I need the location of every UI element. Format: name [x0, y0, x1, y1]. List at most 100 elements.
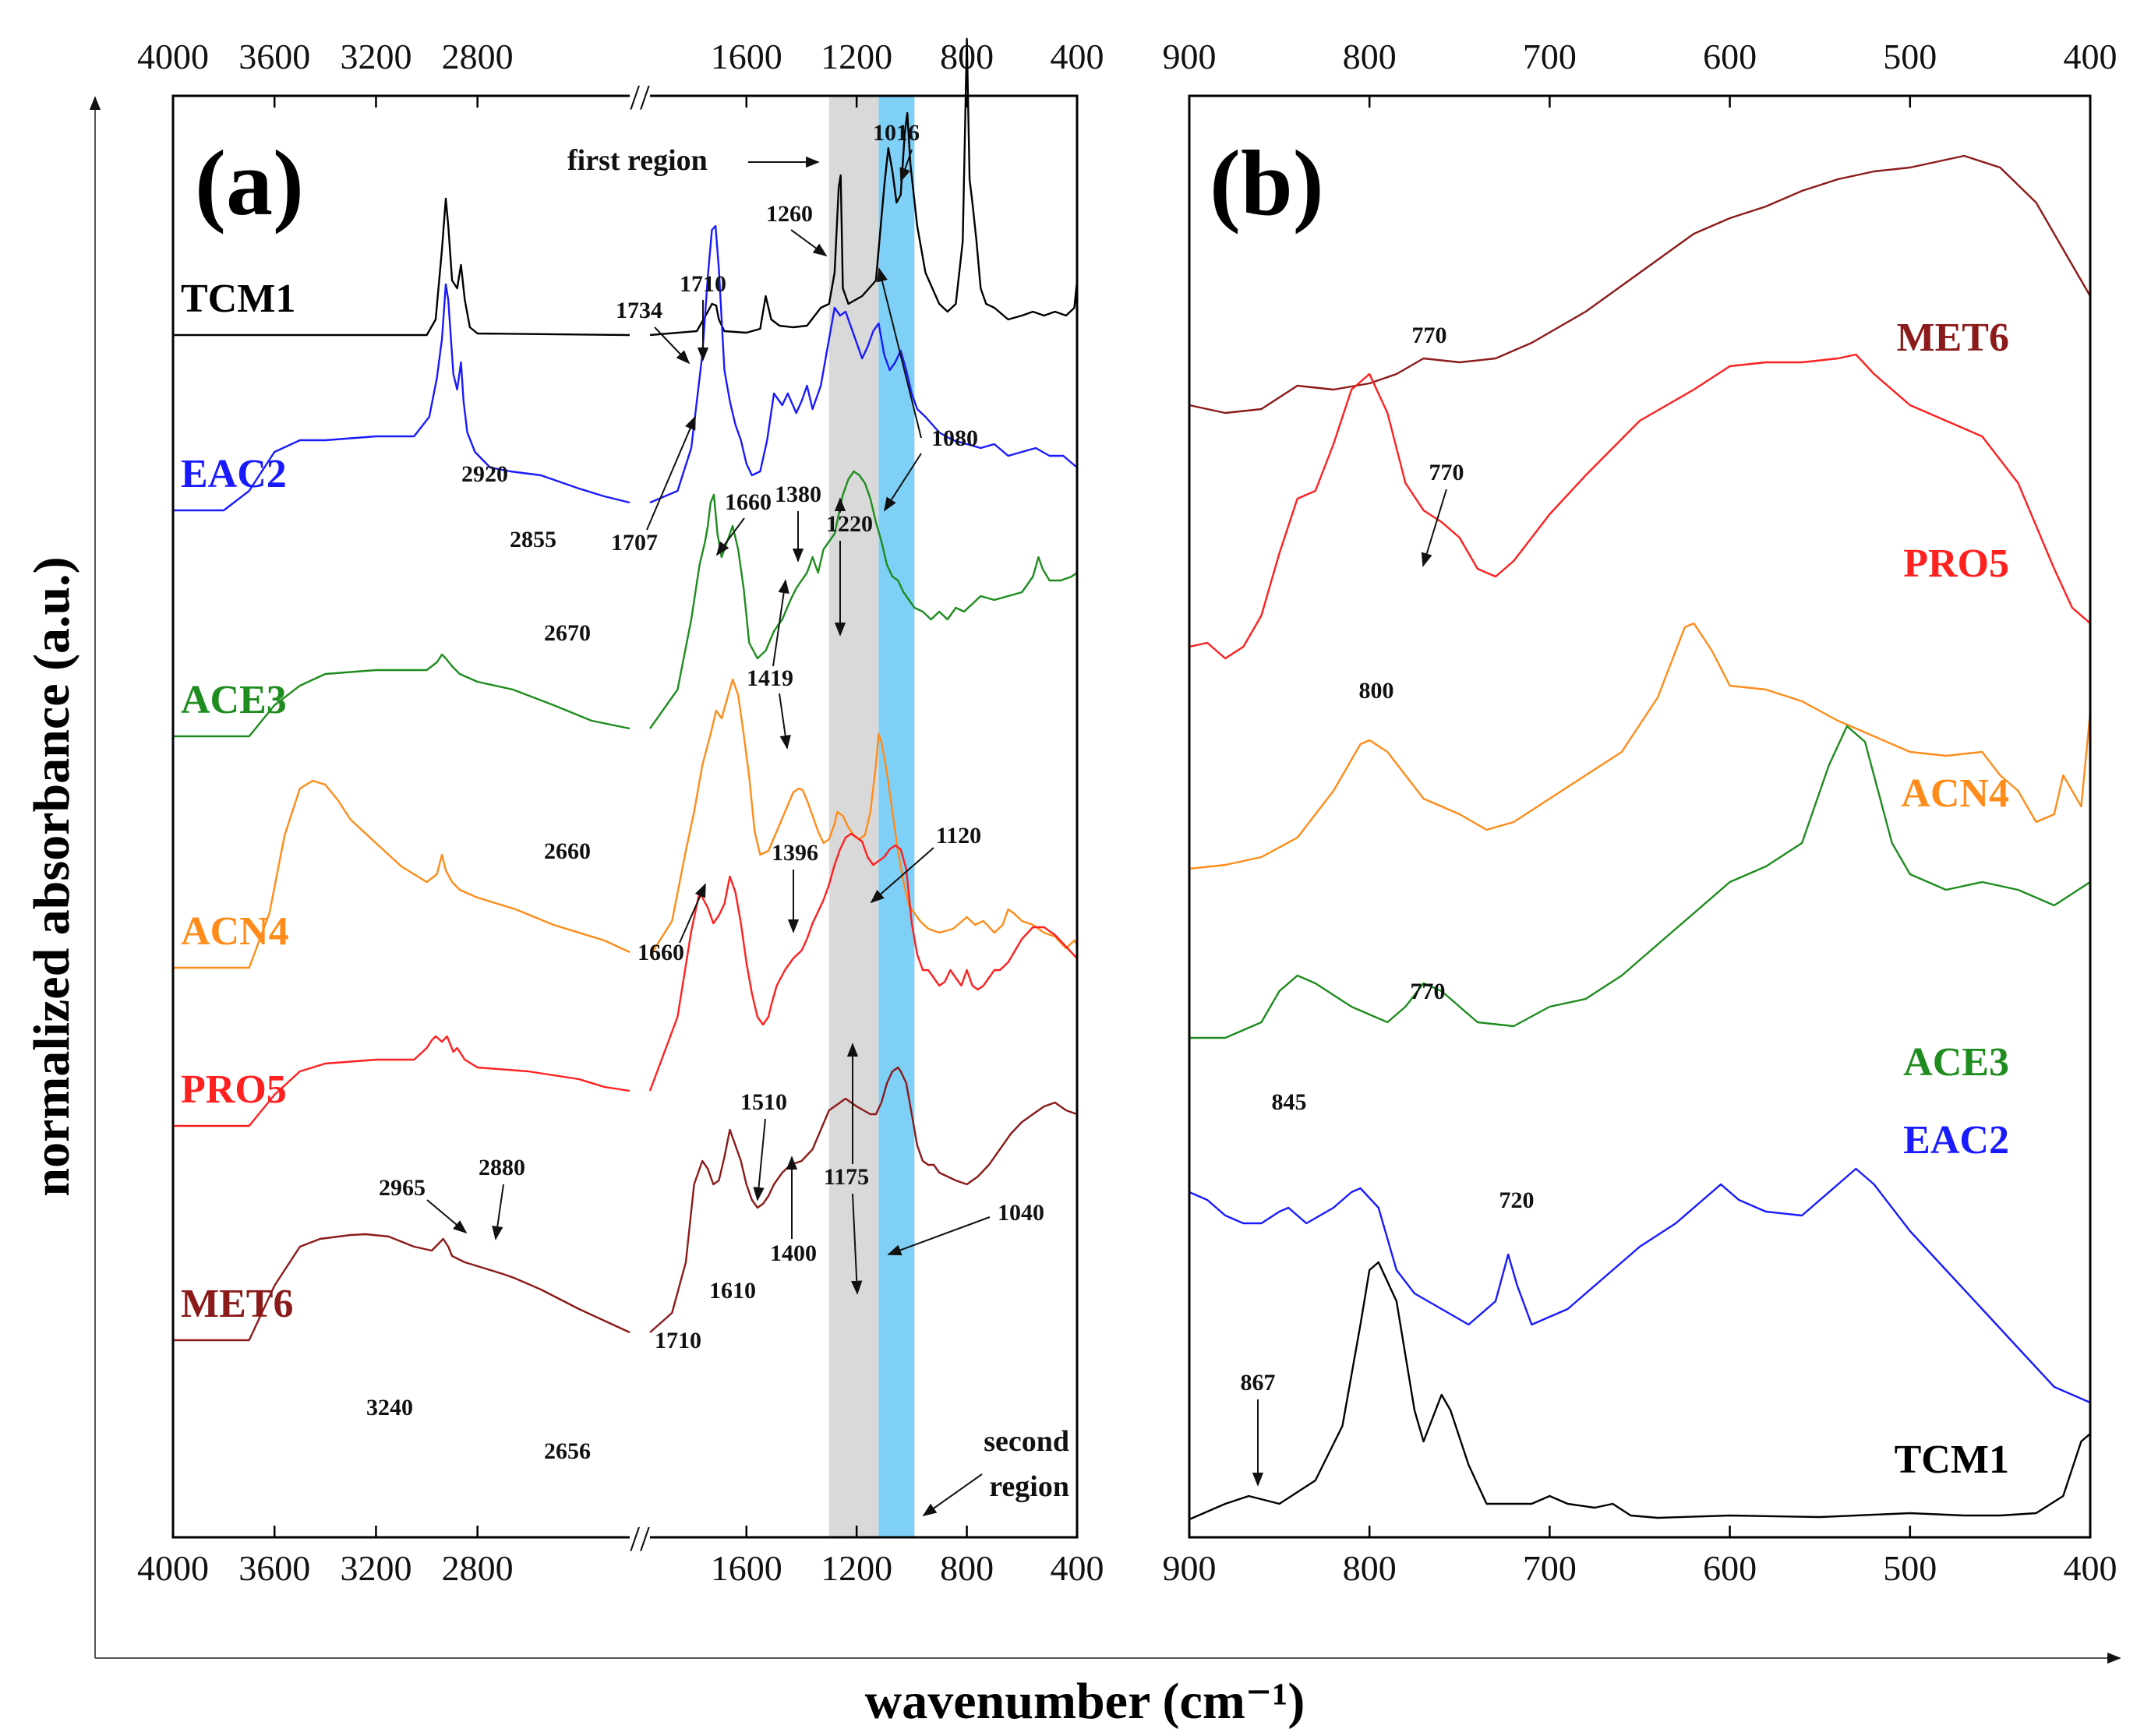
panel-b-frame: [1188, 94, 2092, 1539]
series-a-met6-seg2: [649, 1066, 1078, 1333]
ann-1040: 1040: [998, 1200, 1044, 1226]
axis-break-top: [630, 90, 650, 102]
series-a-tcm1-seg2: [649, 37, 1079, 337]
legend-b-acn4: ACN4: [1901, 771, 2009, 816]
series-a-tcm1-seg1: [173, 197, 630, 337]
tick-label-b-top-800: 800: [1343, 37, 1397, 76]
ann-2880-arrow: [492, 1184, 504, 1240]
ann-1400: 1400: [770, 1240, 817, 1266]
ann-1660-acn4-arrow: [679, 883, 706, 944]
tick-label-b-top-600: 600: [1703, 37, 1757, 76]
legend-b-tcm1: TCM1: [1895, 1438, 2009, 1482]
ann-1419-arrow-1: [772, 579, 789, 667]
tick-label-b-bottom-900: 900: [1163, 1548, 1217, 1588]
tick-label-b-bottom-500: 500: [1883, 1548, 1937, 1588]
legend-a-eac2: EAC2: [181, 452, 287, 496]
series-a-ace3-seg1: [173, 653, 630, 738]
ann-1710: 1710: [680, 271, 726, 297]
tick-label-a-bottom-2800: 2800: [442, 1548, 514, 1588]
axis-break-symbol-top: //: [630, 77, 650, 117]
ann-770-pro5-arrow: [1421, 489, 1447, 567]
series-b-met6: [1189, 154, 2092, 415]
ann-1396: 1396: [772, 840, 818, 866]
panel-a-frame: [171, 94, 1079, 1539]
ann-2880: 2880: [479, 1155, 525, 1180]
ann-2920: 2920: [461, 461, 508, 487]
tick-label-a-bottom-1600: 1600: [711, 1548, 782, 1588]
ann-1510-arrow: [753, 1118, 766, 1201]
second-region-label-1: second: [984, 1425, 1069, 1458]
series-b-acn4: [1189, 622, 2092, 870]
tick-label-a-top-3200: 3200: [340, 37, 411, 76]
tick-label-b-top-400: 400: [2064, 37, 2117, 76]
ann-800-acn4: 800: [1359, 678, 1394, 704]
ann-1080-arrow-2: [884, 453, 922, 512]
legend-a-acn4: ACN4: [181, 909, 289, 954]
tick-label-a-bottom-3600: 3600: [238, 1548, 310, 1588]
tick-label-b-top-900: 900: [1163, 37, 1217, 76]
ann-1220: 1220: [826, 511, 873, 537]
ann-720-eac2: 720: [1499, 1187, 1535, 1213]
tick-label-b-bottom-700: 700: [1523, 1548, 1577, 1588]
tick-label-b-bottom-800: 800: [1343, 1548, 1397, 1588]
legend-a-pro5: PRO5: [181, 1067, 287, 1112]
axis-break-symbol-bottom: //: [630, 1519, 650, 1558]
legend-a-ace3: ACE3: [181, 678, 287, 722]
panel-b-label: (b): [1210, 131, 1324, 235]
ann-1260-arrow: [790, 229, 828, 257]
ann-867-tcm1: 867: [1241, 1370, 1276, 1396]
series-a-eac2-seg1: [173, 283, 630, 512]
tick-label-a-bottom-800: 800: [940, 1548, 994, 1588]
ann-1016-arrow: [899, 149, 913, 182]
ann-1660-acn4: 1660: [638, 940, 684, 965]
tick-label-b-bottom-600: 600: [1703, 1548, 1757, 1588]
tick-label-a-top-400: 400: [1051, 37, 1104, 76]
tick-label-a-top-1600: 1600: [711, 37, 782, 76]
ann-1610: 1610: [709, 1278, 756, 1304]
legend-a-met6: MET6: [181, 1282, 293, 1326]
tick-label-a-top-3600: 3600: [238, 37, 310, 76]
ann-1734-arrow: [654, 326, 691, 365]
series-b-ace3: [1189, 725, 2091, 1039]
legend-b-eac2: EAC2: [1903, 1118, 2009, 1163]
ann-1040-arrow: [887, 1216, 991, 1256]
legend-b-pro5: PRO5: [1903, 542, 2009, 586]
legend-a-tcm1: TCM1: [181, 277, 295, 321]
tick-label-a-bottom-400: 400: [1051, 1548, 1104, 1588]
ann-3240: 3240: [366, 1395, 413, 1420]
ann-770-met6: 770: [1412, 323, 1447, 348]
ann-770-ace3: 770: [1411, 979, 1446, 1004]
ann-1380: 1380: [775, 482, 821, 507]
ann-1080-arrow-1: [876, 267, 922, 439]
panel-a: TCM1 EAC2 ACE3 ACN4 PRO5 MET6 // // 4000 4000 3…: [137, 37, 1104, 1588]
x-axis-label: wavenumber (cm⁻¹): [865, 1673, 1305, 1730]
tick-label-b-bottom-400: 400: [2064, 1548, 2117, 1588]
ann-1175-arrow-2: [851, 1193, 863, 1295]
legend-b-ace3: ACE3: [1903, 1040, 2009, 1085]
tick-label-a-top-800: 800: [940, 37, 994, 76]
second-region-arrow: [922, 1473, 983, 1517]
y-axis-label: normalized absorbance (a.u.): [23, 556, 80, 1196]
panel-a-label: (a): [195, 131, 304, 235]
ann-1510: 1510: [740, 1089, 787, 1115]
ann-2855: 2855: [510, 527, 556, 552]
tick-label-a-top-4000: 4000: [137, 37, 209, 76]
series-b-pro5: [1189, 353, 2091, 660]
ann-2660: 2660: [544, 838, 591, 864]
ann-1660-eac2: 1660: [725, 489, 772, 515]
ann-1120: 1120: [936, 823, 981, 849]
ann-1419: 1419: [747, 665, 793, 691]
series-a-acn4-seg1: [173, 779, 630, 969]
tick-label-b-top-500: 500: [1883, 37, 1937, 76]
series-a-eac2-seg2: [649, 224, 1078, 504]
ann-770-pro5: 770: [1429, 460, 1464, 485]
ann-1419-arrow-2: [779, 693, 791, 750]
ann-1120-arrow: [870, 847, 934, 904]
series-b-tcm1: [1189, 1261, 2091, 1521]
second-region-label-2: region: [989, 1470, 1069, 1503]
series-a-met6-seg1: [173, 1233, 630, 1342]
ann-1660-eac2-arrow: [715, 517, 745, 556]
ann-1080: 1080: [931, 425, 978, 451]
ann-1707: 1707: [611, 530, 658, 556]
